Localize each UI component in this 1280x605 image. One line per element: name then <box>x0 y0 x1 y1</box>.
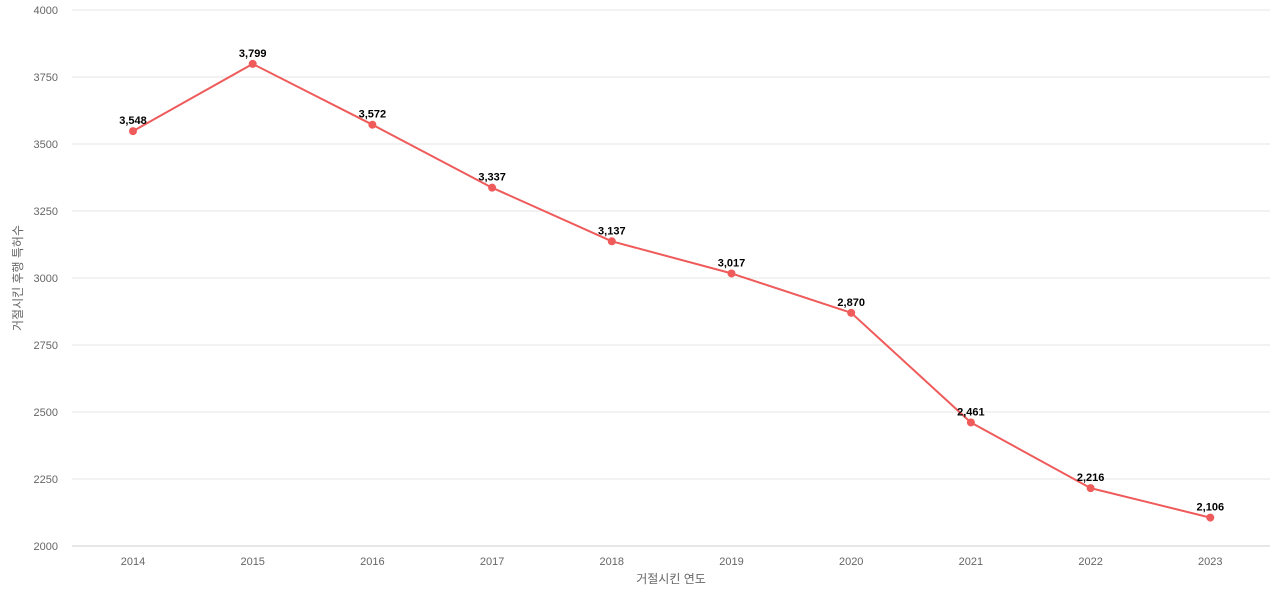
data-label: 2,216 <box>1077 472 1105 484</box>
data-label: 3,799 <box>239 48 267 60</box>
series-line <box>132 62 1211 519</box>
data-labels: 3,548 3,799 3,572 3,337 3,137 3,017 2,870 2,461… <box>119 48 1224 514</box>
y-tick-label: 2250 <box>34 474 58 486</box>
data-point <box>368 120 377 129</box>
x-tick-label: 2016 <box>360 556 384 568</box>
x-tick-label: 2020 <box>839 556 863 568</box>
data-point <box>847 308 856 317</box>
data-point <box>966 418 975 427</box>
series-layer <box>129 59 1215 522</box>
x-tick-label: 2017 <box>480 556 504 568</box>
data-label: 3,017 <box>718 257 746 269</box>
data-point <box>488 183 497 192</box>
data-point <box>248 59 257 68</box>
x-axis-title: 거절시킨 연도 <box>636 572 706 586</box>
y-tick-label: 3000 <box>34 273 58 285</box>
x-tick-label: 2014 <box>121 556 145 568</box>
y-tick-label: 3250 <box>34 206 58 218</box>
y-tick-label: 2750 <box>34 340 58 352</box>
x-axis-ticks: 2014 2015 2016 2017 2018 2019 2020 2021 2022 2023 <box>121 556 1223 568</box>
y-axis-title: 거절시킨 후행 특허수 <box>10 225 25 331</box>
data-label: 3,337 <box>478 172 506 184</box>
y-tick-label: 3750 <box>34 72 58 84</box>
y-tick-label: 4000 <box>34 5 58 17</box>
data-label: 2,461 <box>957 406 985 418</box>
data-point <box>129 127 137 136</box>
data-point <box>727 269 736 278</box>
data-label: 2,870 <box>837 297 865 309</box>
data-label: 3,137 <box>598 225 626 237</box>
y-axis-ticks: 2000 2250 2500 2750 3000 3250 3500 3750 4000 <box>34 5 58 553</box>
grid-lines <box>72 9 1270 547</box>
x-tick-label: 2023 <box>1198 556 1222 568</box>
x-tick-label: 2022 <box>1078 556 1102 568</box>
x-tick-label: 2018 <box>600 556 624 568</box>
y-tick-label: 2000 <box>34 541 58 553</box>
x-tick-label: 2021 <box>959 556 983 568</box>
data-point <box>1206 513 1215 522</box>
data-point <box>607 237 616 246</box>
data-label: 3,572 <box>359 109 387 121</box>
x-tick-label: 2015 <box>240 556 264 568</box>
x-tick-label: 2019 <box>719 556 743 568</box>
y-tick-label: 3500 <box>34 139 58 151</box>
data-label: 3,548 <box>119 115 147 127</box>
y-tick-label: 2500 <box>34 407 58 419</box>
data-point <box>1086 484 1095 493</box>
data-label: 2,106 <box>1197 502 1225 514</box>
